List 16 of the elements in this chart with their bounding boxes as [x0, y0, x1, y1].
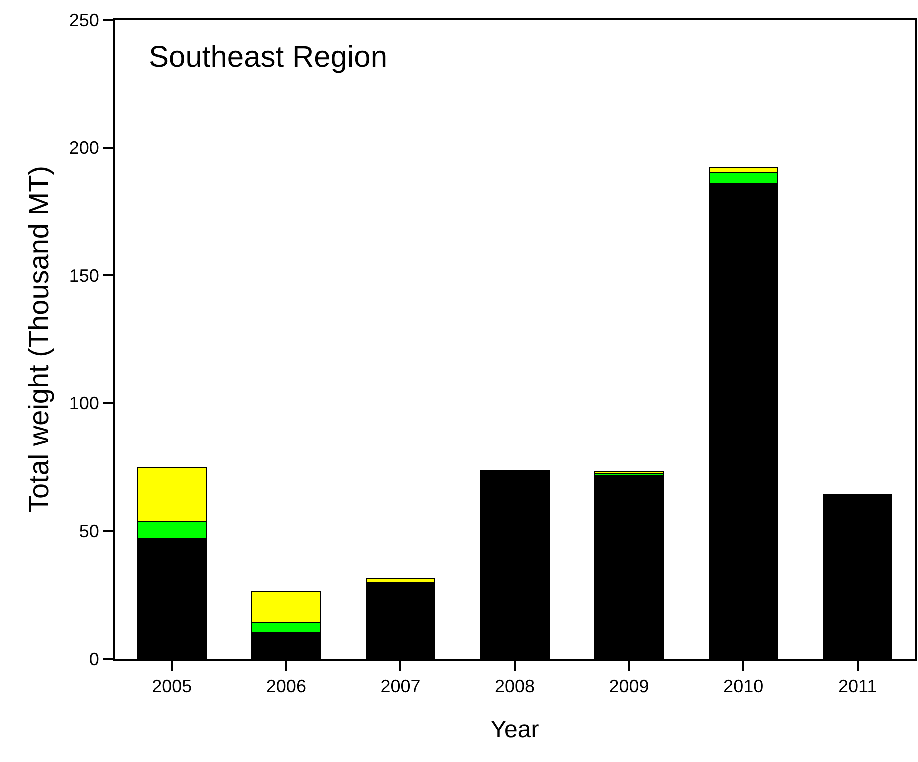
y-tick-label: 200 [69, 138, 100, 158]
x-axis-title: Year [490, 716, 540, 744]
x-tick-label: 2005 [152, 676, 192, 697]
x-tick-label: 2009 [609, 676, 650, 697]
y-tick-label: 0 [89, 649, 100, 670]
y-tick-label: 250 [69, 10, 100, 30]
y-tick-label: 50 [79, 522, 100, 542]
x-tick-label: 2007 [380, 676, 421, 697]
x-tick-label: 2006 [266, 676, 306, 697]
x-tick-label: 2011 [838, 676, 878, 697]
x-tick-label: 2008 [494, 676, 536, 697]
x-tick-label: 2010 [724, 676, 764, 697]
y-axis-title: Total weight (Thousand MT) [24, 166, 55, 514]
y-tick-label: 150 [69, 266, 100, 286]
y-tick-label: 100 [69, 394, 100, 414]
annotation: Southeast Region [149, 41, 388, 74]
